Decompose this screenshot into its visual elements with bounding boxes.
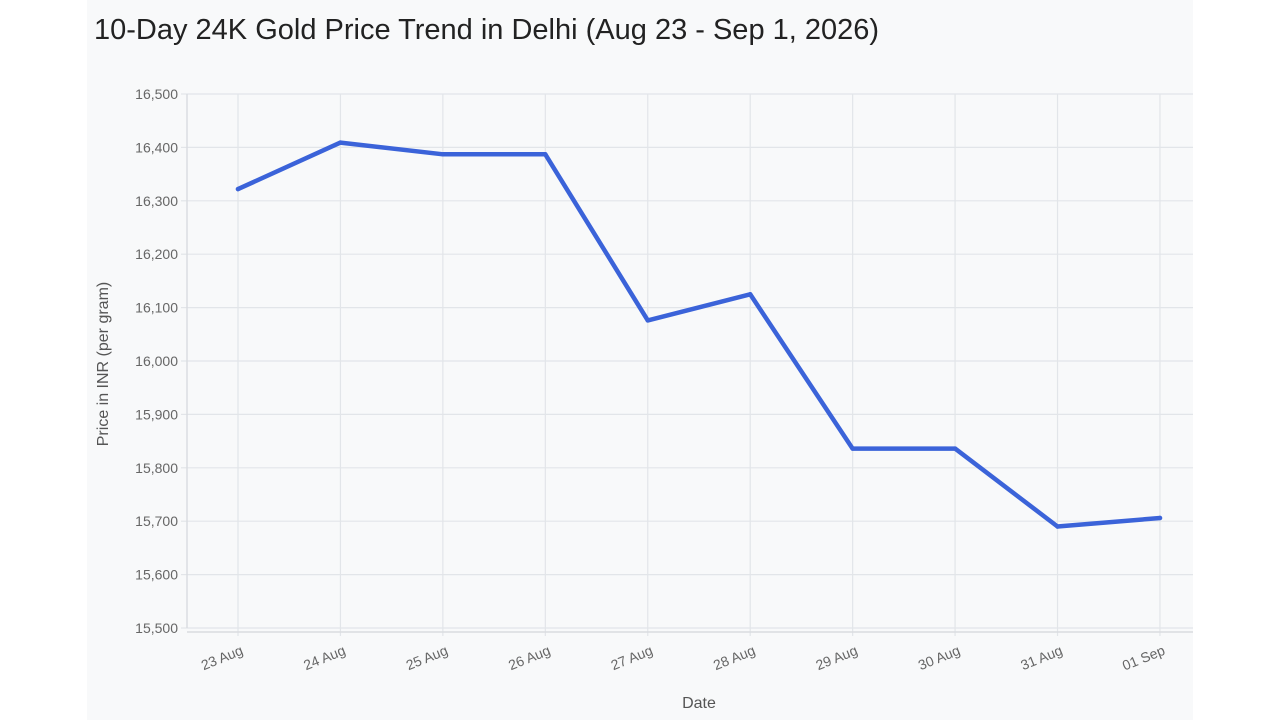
y-tick-label: 16,300 xyxy=(135,193,178,209)
y-tick-label: 15,500 xyxy=(135,620,178,636)
x-tick-label: 25 Aug xyxy=(404,642,450,673)
y-gridlines xyxy=(181,93,1193,629)
series-line xyxy=(235,140,1163,529)
data-point xyxy=(1157,515,1163,521)
data-point xyxy=(235,186,241,192)
y-tick-label: 15,600 xyxy=(135,567,178,583)
series-group xyxy=(235,140,1163,529)
data-point xyxy=(543,152,548,157)
x-tick-label: 30 Aug xyxy=(916,642,962,673)
y-tick-label: 16,200 xyxy=(135,246,178,262)
data-point xyxy=(748,292,753,297)
x-gridlines xyxy=(237,94,1161,636)
x-tick-label: 27 Aug xyxy=(608,642,654,673)
x-tick-label: 31 Aug xyxy=(1018,642,1064,673)
data-point xyxy=(1055,524,1060,529)
y-tick-label: 16,400 xyxy=(135,139,178,155)
x-tick-label: 23 Aug xyxy=(199,642,245,673)
x-axis-title: Date xyxy=(682,695,716,712)
axes xyxy=(186,94,1193,633)
y-tick-label: 16,100 xyxy=(135,300,178,316)
x-tick-label: 24 Aug xyxy=(301,642,347,673)
x-tick-label: 01 Sep xyxy=(1120,642,1167,674)
x-tick-label: 29 Aug xyxy=(813,642,859,673)
data-point xyxy=(338,140,343,145)
y-tick-label: 16,500 xyxy=(135,86,178,102)
data-point xyxy=(440,152,446,157)
chart-title: 10-Day 24K Gold Price Trend in Delhi (Au… xyxy=(94,14,880,46)
y-tick-labels: 16,500 16,400 16,300 16,200 16,100 16,000 15,9… xyxy=(135,86,178,636)
y-tick-label: 16,000 xyxy=(135,353,178,369)
y-tick-label: 15,900 xyxy=(135,406,178,422)
data-point xyxy=(850,446,855,451)
y-axis-title: Price in INR (per gram) xyxy=(95,282,112,446)
y-tick-label: 15,700 xyxy=(135,513,178,529)
x-tick-label: 26 Aug xyxy=(506,642,552,673)
chart-background xyxy=(87,0,1193,720)
data-point xyxy=(645,318,650,323)
x-tick-label: 28 Aug xyxy=(711,642,757,673)
x-tick-labels: 23 Aug 24 Aug 25 Aug 26 Aug 27 Aug 28 Aug 29 A… xyxy=(199,642,1168,674)
y-tick-label: 15,800 xyxy=(135,460,178,476)
data-point xyxy=(952,446,958,451)
